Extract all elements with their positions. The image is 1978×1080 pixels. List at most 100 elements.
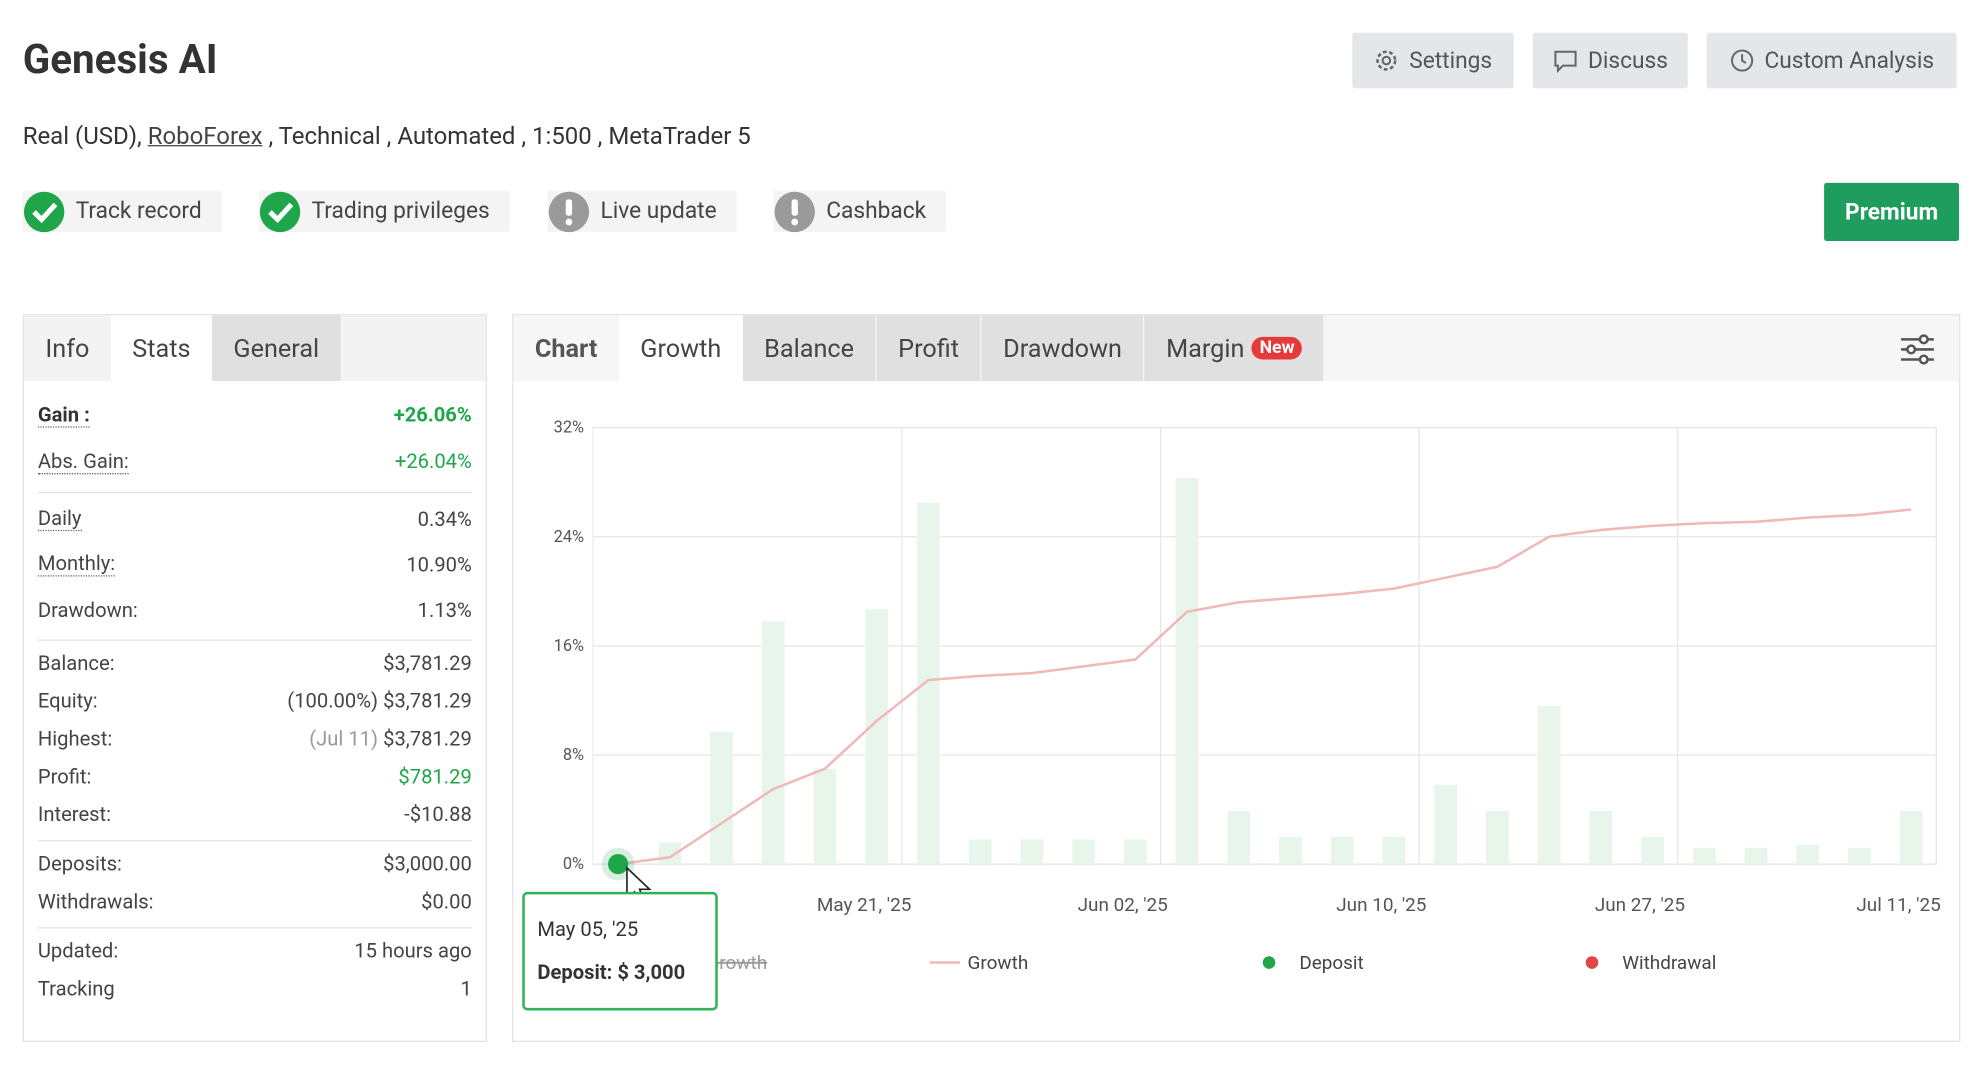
chart-settings-icon[interactable] [1899,331,1937,369]
stats-group: Daily 0.34% Monthly: 10.90% Drawdown: 1.13% [37,493,472,641]
broker-link[interactable]: RoboForex [147,121,263,151]
x-tick-label: Jul 11, '25 [1856,893,1940,916]
title: Genesis AI [22,35,218,84]
bar [1072,839,1095,865]
stats-group: Balance: $3,781.29 Equity: (100.00%) $3,781.… [37,641,472,842]
badge: Trading privileges [258,190,510,233]
stat-value: $0.00 [421,888,472,913]
button-label: Custom Analysis [1764,47,1935,74]
stat-value: 1.13% [417,597,472,622]
stat-row: Tracking 1 [38,969,472,1007]
bar [710,731,733,865]
stat-label: Equity: [37,688,98,713]
stat-value-wrap: $781.29 [398,764,471,788]
stat-value: +26.06% [393,402,472,427]
chart-label: Chart [534,333,598,364]
stat-value-wrap: 1.13% [418,597,472,621]
settings-button[interactable]: Settings [1352,32,1514,89]
tooltip-box [522,891,718,1011]
stat-label: Highest: [37,725,113,750]
stat-label: Tracking [37,975,115,1000]
stat-note: (Jul 11) [309,725,379,750]
x-tick-label: May 21, '25 [817,893,912,916]
discuss-button[interactable]: Discuss [1532,32,1688,89]
stat-value-wrap: 1 [460,976,471,1000]
bar [1123,839,1147,865]
tab[interactable]: General [211,315,341,381]
bar [1848,847,1871,865]
custom-analysis-button[interactable]: Custom Analysis [1706,32,1957,89]
growth-line [617,508,1912,866]
warning-icon [548,191,590,232]
stat-row: Interest: -$10.88 [38,795,472,833]
stat-row: Withdrawals: $0.00 [38,882,472,920]
bar [1330,836,1354,865]
stat-value: $3,000.00 [383,850,472,875]
stat-value-wrap: 15 hours ago [354,938,472,962]
badge: Cashback [773,190,947,233]
x-tick-label: Jun 27, '25 [1595,893,1685,916]
info-tabs: Info Stats General [23,315,486,381]
legend-swatch [1585,956,1599,969]
clock-icon [1730,49,1753,72]
y-tick-label: 0% [563,855,584,874]
tab[interactable]: Growth [618,315,743,381]
button-label: Discuss [1587,47,1668,74]
tab[interactable]: Margin New [1144,315,1324,381]
bar [761,621,785,865]
bar [1641,836,1664,865]
stat-row: Updated: 15 hours ago [38,931,472,969]
bar [865,609,889,865]
bar [1692,847,1716,865]
tab[interactable]: Stats [110,315,212,381]
stat-label: Drawdown: [37,597,138,622]
stat-label: Profit: [37,763,92,788]
tab[interactable]: Drawdown [981,315,1144,381]
x-tick-label: Jun 02, '25 [1078,893,1168,916]
tab[interactable]: Balance [742,315,876,381]
bar [1537,705,1561,865]
tab[interactable]: Profit [876,315,981,381]
badge: Live update [547,190,737,233]
details: , Technical , Automated , 1:500 , MetaTr… [268,121,751,151]
premium-button[interactable]: Premium [1824,182,1960,241]
new-badge: New [1251,336,1303,360]
stat-value: 10.90% [406,551,472,576]
bar [1020,839,1044,865]
bar [1227,810,1251,865]
button-label: Settings [1409,47,1493,74]
y-tick-label: 16% [554,637,584,656]
dot [608,854,629,875]
stat-label: Gain : [37,401,90,428]
badge: Track record [22,190,222,233]
stat-label: Interest: [37,801,112,826]
stats: Gain : +26.06% Abs. Gain: +26.04% Daily 0.34%… [37,389,472,1015]
stat-row: Profit: $781.29 [38,757,472,795]
y-tick-label: 8% [563,746,584,765]
stat-value-wrap: +26.06% [394,402,472,426]
stat-value-wrap: -$10.88 [404,802,472,826]
stats-group: Updated: 15 hours ago Tracking 1 [38,928,472,1014]
stat-value-wrap: $3,781.29 [383,650,472,674]
stat-value: +26.04% [394,449,472,474]
stat-row: Balance: $3,781.29 [38,643,472,681]
stat-label: Withdrawals: [37,888,154,913]
warning-icon [774,191,815,232]
bar [1744,847,1768,865]
info-panel: Info Stats General Gain : +26.06% Abs. Gai… [22,314,487,1042]
bar [1279,836,1302,865]
legend-swatch [1262,956,1276,969]
tab-label: Margin [1166,333,1245,364]
legend-label: Deposit [1299,951,1363,974]
stat-value: $3,781.29 [383,725,472,750]
stat-row: Drawdown: 1.13% [38,587,472,632]
stat-row: Highest: (Jul 11) $3,781.29 [38,719,472,757]
badge-label: Track record [75,198,202,225]
bar [917,502,940,865]
bar [1434,785,1458,865]
tab[interactable]: Info [45,333,90,364]
stats-group: Deposits: $3,000.00 Withdrawals: $0.00 [37,841,472,929]
y-tick-label: 32% [554,419,584,438]
